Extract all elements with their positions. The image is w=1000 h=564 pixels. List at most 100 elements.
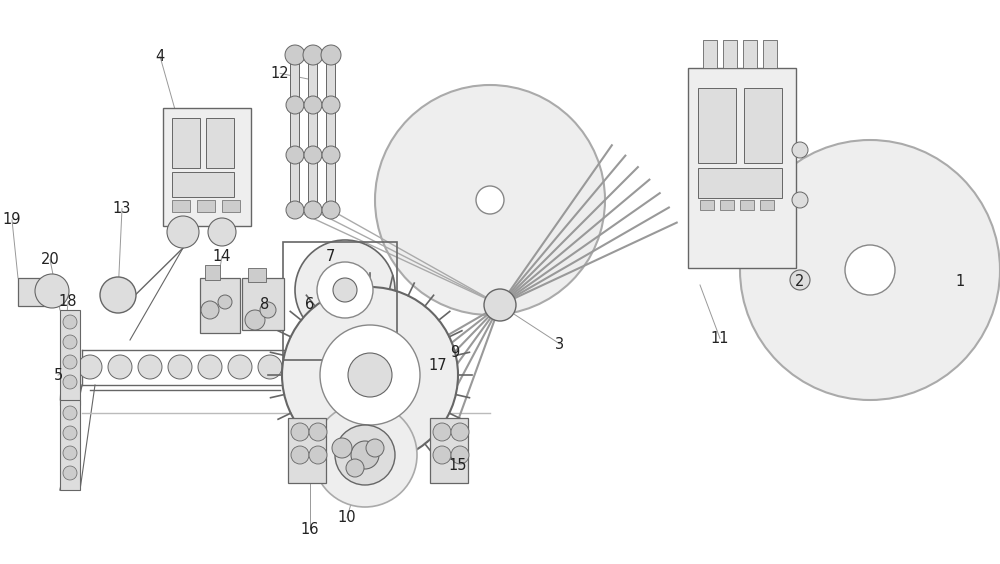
Circle shape [168,355,192,379]
Bar [172,118,200,168]
Bar [172,172,234,197]
Text: 15: 15 [449,458,467,473]
Circle shape [346,459,364,477]
Bar [308,55,317,210]
Bar [242,278,284,330]
Text: 12: 12 [271,66,289,81]
Circle shape [63,406,77,420]
Circle shape [63,375,77,389]
Bar [326,55,335,210]
Circle shape [304,201,322,219]
Circle shape [792,142,808,158]
Text: 13: 13 [113,201,131,216]
Circle shape [333,278,357,302]
Circle shape [228,355,252,379]
Circle shape [322,201,340,219]
Circle shape [295,240,395,340]
Circle shape [484,289,516,321]
Bar [743,40,757,68]
Circle shape [285,45,305,65]
Text: 20: 20 [41,252,59,267]
Circle shape [286,146,304,164]
Circle shape [167,216,199,248]
Bar [222,200,240,212]
Text: 3: 3 [555,337,565,351]
Circle shape [258,355,282,379]
Circle shape [218,295,232,309]
Circle shape [476,186,504,214]
Circle shape [332,438,352,458]
Circle shape [303,45,323,65]
Circle shape [451,423,469,441]
Circle shape [291,446,309,464]
Circle shape [366,439,384,457]
Bar [172,200,190,212]
Circle shape [335,425,395,485]
Circle shape [35,274,69,308]
Text: 2: 2 [795,275,805,289]
Circle shape [433,423,451,441]
Bar [698,168,782,198]
Circle shape [78,355,102,379]
Circle shape [201,301,219,319]
Circle shape [317,262,373,318]
Text: 1: 1 [955,275,965,289]
Bar [740,200,754,210]
Circle shape [790,270,810,290]
Bar [60,310,80,405]
Bar [723,40,737,68]
Text: 9: 9 [450,345,460,360]
Bar [703,40,717,68]
Bar [760,200,774,210]
Circle shape [198,355,222,379]
Bar [288,418,326,483]
Circle shape [320,325,420,425]
Bar [700,200,714,210]
Circle shape [100,277,136,313]
Bar [763,40,777,68]
Circle shape [245,310,265,330]
Bar [18,278,46,306]
Circle shape [451,446,469,464]
Bar [163,108,251,226]
Bar [720,200,734,210]
Bar [206,118,234,168]
Text: 19: 19 [3,213,21,227]
Circle shape [260,302,276,318]
Circle shape [63,355,77,369]
Text: 7: 7 [325,249,335,264]
Bar [430,418,468,483]
Circle shape [322,146,340,164]
Circle shape [309,446,327,464]
Text: 14: 14 [213,249,231,264]
Text: 4: 4 [155,49,165,64]
Bar [205,265,220,280]
Bar [688,68,796,268]
Circle shape [63,335,77,349]
Text: 11: 11 [711,331,729,346]
Circle shape [286,201,304,219]
Bar [744,88,782,163]
Text: 17: 17 [429,358,447,373]
Circle shape [63,426,77,440]
Circle shape [208,218,236,246]
Text: 5: 5 [53,368,63,382]
Circle shape [304,96,322,114]
Circle shape [845,245,895,295]
Circle shape [351,441,379,469]
Circle shape [63,315,77,329]
Circle shape [304,146,322,164]
Circle shape [286,96,304,114]
Circle shape [108,355,132,379]
Circle shape [63,446,77,460]
Circle shape [322,96,340,114]
Circle shape [291,423,309,441]
Circle shape [792,192,808,208]
Circle shape [309,423,327,441]
Text: 10: 10 [338,510,356,525]
Text: 16: 16 [301,522,319,536]
Circle shape [740,140,1000,400]
Bar [248,268,266,282]
Circle shape [348,353,392,397]
Text: 8: 8 [260,297,270,312]
